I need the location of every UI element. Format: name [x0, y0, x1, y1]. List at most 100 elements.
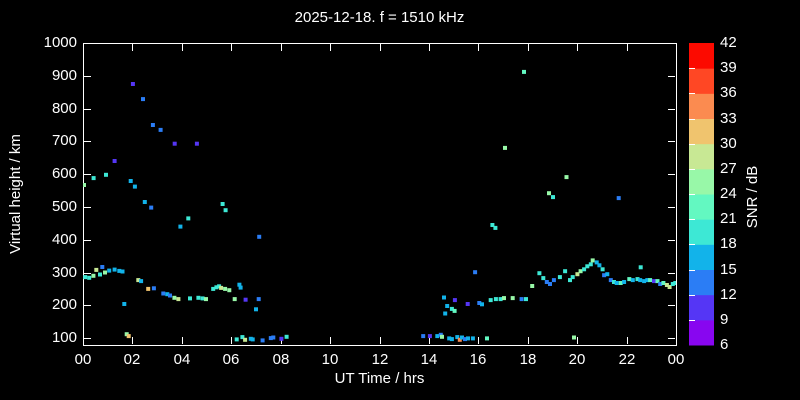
data-point	[214, 285, 219, 290]
colorbar-tick-label: 6	[720, 336, 729, 353]
data-point	[122, 302, 127, 306]
colorbar-band	[689, 244, 714, 270]
data-point	[493, 297, 498, 302]
data-point	[493, 225, 498, 230]
data-point	[172, 295, 177, 300]
x-tick-label: 04	[173, 351, 191, 368]
colorbar-tick-label: 42	[720, 34, 737, 51]
data-point	[638, 265, 643, 270]
data-point	[142, 200, 147, 204]
x-tick-label: 10	[321, 351, 339, 368]
data-point	[490, 223, 495, 227]
data-point	[83, 183, 86, 187]
colorbar-band	[689, 93, 714, 119]
data-point	[237, 282, 242, 287]
data-point	[503, 145, 507, 150]
data-point	[204, 297, 208, 302]
data-point	[223, 286, 228, 291]
colorbar-tick-label: 18	[720, 235, 737, 252]
data-point	[638, 278, 643, 283]
colorbar-band	[689, 219, 714, 245]
data-point	[510, 296, 515, 301]
data-point	[103, 270, 107, 275]
data-point	[178, 224, 183, 229]
colorbar-tick-label: 39	[720, 59, 737, 76]
data-point	[575, 272, 580, 277]
data-point	[480, 302, 484, 307]
data-point	[673, 281, 676, 285]
data-point	[186, 216, 191, 221]
data-point	[440, 334, 444, 339]
data-point	[146, 286, 151, 291]
data-point	[502, 296, 506, 301]
data-point	[568, 278, 572, 283]
data-point	[435, 334, 440, 339]
data-point	[91, 176, 96, 181]
data-point	[585, 264, 590, 269]
y-tick-label: 100	[51, 329, 77, 346]
data-point	[232, 297, 237, 302]
data-point	[271, 335, 276, 340]
colorbar-band	[689, 294, 714, 321]
colorbar-band	[689, 118, 714, 145]
data-point	[618, 281, 623, 285]
colorbar-band	[689, 319, 714, 346]
data-point	[594, 260, 599, 265]
data-point	[165, 292, 170, 297]
data-point	[211, 286, 216, 291]
y-tick-label: 900	[51, 67, 77, 84]
data-point	[455, 335, 460, 340]
data-point	[544, 280, 549, 284]
colorbar-tick-label: 12	[720, 286, 737, 303]
colorbar-tick-label: 36	[720, 84, 737, 101]
data-point	[530, 284, 535, 288]
colorbar-tick-label: 24	[720, 185, 737, 202]
y-tick-label: 600	[51, 165, 77, 182]
data-point	[537, 271, 542, 276]
data-point	[268, 336, 273, 341]
data-point	[463, 337, 467, 342]
colorbar-tick-label: 33	[720, 110, 737, 127]
data-point	[597, 263, 602, 268]
data-point	[151, 286, 156, 291]
data-point	[570, 275, 575, 280]
data-point	[652, 279, 656, 284]
data-point	[658, 282, 663, 286]
data-point	[136, 278, 141, 283]
data-point	[150, 123, 155, 127]
x-tick-label: 00	[667, 351, 685, 368]
data-point	[100, 265, 105, 269]
colorbar-band	[689, 143, 714, 170]
y-tick-label: 1000	[43, 34, 77, 51]
data-point	[548, 282, 552, 286]
data-point	[449, 306, 454, 311]
data-point	[616, 196, 621, 201]
data-point	[141, 97, 145, 102]
data-point	[238, 285, 243, 290]
x-tick-label: 08	[272, 351, 290, 368]
data-point	[460, 335, 464, 340]
data-point	[442, 295, 446, 300]
data-point	[256, 297, 261, 302]
data-point	[605, 272, 610, 277]
data-point	[590, 258, 595, 263]
data-point	[588, 262, 593, 267]
data-point	[541, 276, 546, 281]
data-point	[635, 277, 640, 282]
y-tick-label: 500	[51, 198, 77, 215]
data-point	[223, 208, 228, 213]
data-point	[564, 175, 569, 180]
data-point	[524, 297, 528, 302]
data-point	[622, 280, 627, 284]
data-point	[522, 69, 526, 74]
x-tick-label: 12	[371, 351, 389, 368]
data-point	[664, 283, 669, 287]
data-point	[498, 297, 503, 302]
data-point	[488, 298, 493, 303]
data-point	[612, 280, 616, 284]
data-point	[172, 141, 177, 146]
colorbar-band	[689, 269, 714, 296]
data-point	[473, 270, 478, 275]
data-point	[447, 336, 452, 341]
